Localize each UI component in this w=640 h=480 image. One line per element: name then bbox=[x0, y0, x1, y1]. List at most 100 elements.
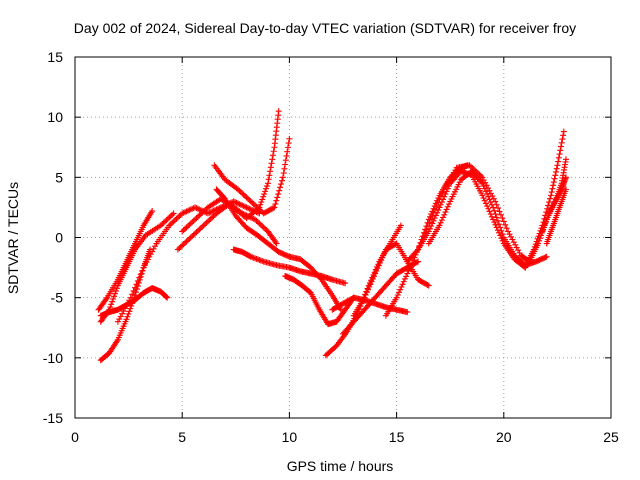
data-point bbox=[401, 275, 408, 282]
data-point bbox=[186, 221, 193, 228]
data-point bbox=[204, 210, 211, 217]
data-point bbox=[230, 198, 237, 205]
data-point bbox=[244, 195, 251, 202]
data-point bbox=[284, 148, 291, 155]
data-point bbox=[177, 243, 184, 250]
data-point bbox=[125, 310, 132, 317]
data-point bbox=[164, 294, 171, 301]
data-point bbox=[197, 211, 204, 218]
data-point bbox=[273, 197, 280, 204]
data-point bbox=[257, 221, 264, 228]
data-point bbox=[197, 225, 204, 232]
data-point bbox=[436, 204, 443, 211]
data-point bbox=[179, 242, 186, 249]
data-point bbox=[110, 296, 117, 303]
data-point bbox=[190, 231, 197, 238]
data-point bbox=[467, 163, 474, 170]
data-point bbox=[182, 225, 189, 232]
chart-title: Day 002 of 2024, Sidereal Day-to-day VTE… bbox=[74, 20, 576, 36]
data-point bbox=[172, 217, 179, 224]
series-arc-03 bbox=[97, 210, 177, 325]
data-point bbox=[234, 200, 241, 207]
data-point bbox=[413, 247, 420, 254]
data-point bbox=[140, 264, 147, 271]
data-point bbox=[162, 218, 169, 225]
data-point bbox=[259, 196, 266, 203]
data-point bbox=[182, 209, 189, 216]
data-point bbox=[120, 308, 127, 315]
data-point bbox=[437, 219, 444, 226]
series-arc-08 bbox=[211, 135, 293, 217]
series-arc-07 bbox=[179, 108, 282, 235]
data-point bbox=[560, 128, 567, 135]
data-point bbox=[562, 186, 569, 193]
data-point bbox=[442, 191, 449, 198]
data-point bbox=[189, 205, 196, 212]
data-point bbox=[555, 191, 562, 198]
data-point bbox=[272, 239, 279, 246]
data-point bbox=[552, 172, 559, 179]
data-point bbox=[209, 214, 216, 221]
data-point bbox=[437, 193, 444, 200]
y-axis-label: SDTVAR / TECUs bbox=[5, 182, 21, 294]
data-point bbox=[146, 253, 153, 260]
data-point bbox=[537, 232, 544, 239]
data-point bbox=[256, 206, 263, 213]
data-point bbox=[375, 262, 382, 269]
data-point bbox=[476, 171, 483, 178]
data-point bbox=[108, 301, 115, 308]
data-point bbox=[403, 273, 410, 280]
data-point bbox=[261, 191, 268, 198]
data-point bbox=[492, 221, 499, 228]
data-point bbox=[503, 225, 510, 232]
data-point bbox=[439, 189, 446, 196]
data-point bbox=[486, 208, 493, 215]
data-point bbox=[378, 257, 385, 264]
data-point bbox=[550, 182, 557, 189]
data-point bbox=[182, 239, 189, 246]
data-point bbox=[547, 192, 554, 199]
data-point bbox=[515, 247, 522, 254]
data-point bbox=[546, 199, 553, 206]
data-point bbox=[417, 239, 424, 246]
data-point bbox=[162, 293, 169, 300]
data-point bbox=[114, 318, 121, 325]
data-point bbox=[422, 229, 429, 236]
data-point bbox=[510, 239, 517, 246]
data-point bbox=[415, 258, 422, 265]
data-point bbox=[266, 172, 273, 179]
data-point bbox=[186, 207, 193, 214]
data-point bbox=[254, 219, 261, 226]
data-point bbox=[232, 199, 239, 206]
data-point bbox=[441, 211, 448, 218]
data-point bbox=[194, 227, 201, 234]
series-arc-19 bbox=[425, 168, 550, 269]
data-point bbox=[423, 226, 430, 233]
data-point bbox=[440, 214, 447, 221]
data-point bbox=[494, 217, 501, 224]
data-point bbox=[164, 215, 171, 222]
data-point bbox=[537, 235, 544, 242]
data-point bbox=[493, 214, 500, 221]
data-point bbox=[487, 190, 494, 197]
data-point bbox=[186, 235, 193, 242]
data-point bbox=[179, 210, 186, 217]
data-point bbox=[167, 221, 174, 228]
data-point bbox=[551, 175, 558, 182]
data-point bbox=[122, 305, 129, 312]
data-point bbox=[144, 256, 151, 263]
x-axis-label: GPS time / hours bbox=[287, 458, 394, 474]
data-point bbox=[430, 217, 437, 224]
data-point bbox=[500, 218, 507, 225]
data-point bbox=[124, 300, 131, 307]
data-point bbox=[365, 286, 372, 293]
data-point bbox=[203, 219, 210, 226]
data-point bbox=[184, 223, 191, 230]
data-point bbox=[497, 211, 504, 218]
data-point bbox=[166, 214, 173, 221]
data-point bbox=[123, 316, 130, 323]
data-point bbox=[267, 164, 274, 171]
data-point bbox=[236, 201, 243, 208]
data-point bbox=[489, 193, 496, 200]
